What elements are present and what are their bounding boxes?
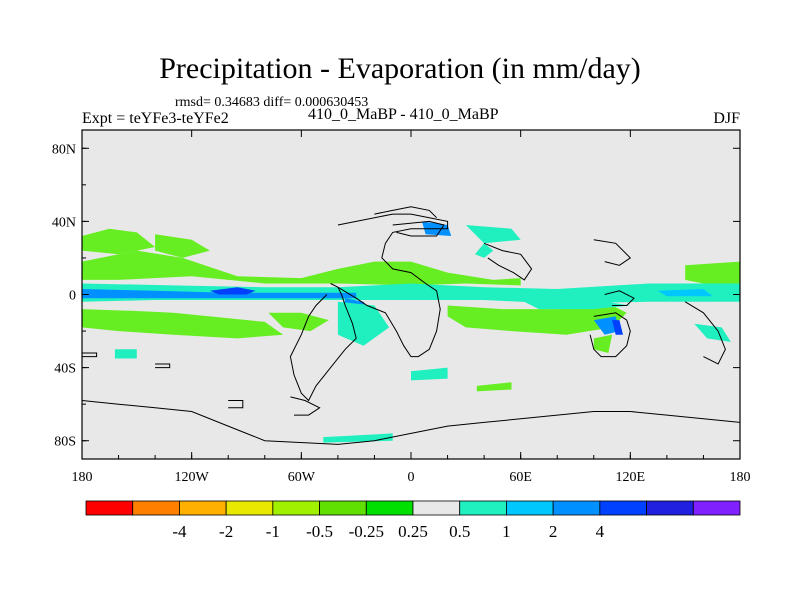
x-tick-label: 180 (730, 470, 751, 485)
region-australia-green-patch (593, 334, 613, 353)
colorbar-swatch (552, 500, 601, 516)
region-south-east-pacific-cyan-patch (694, 323, 731, 342)
axis-layer: 180 120W 60W 0 60E 120E 180 80N 40N 0 40S 80S (52, 130, 751, 485)
region-west-pacific-green-patch (685, 261, 740, 284)
colorbar-swatch (272, 500, 320, 516)
x-tick-label: 60W (288, 470, 316, 485)
region-south-indian-green-dots (476, 382, 512, 392)
case-label: 410_0_MaBP - 410_0_MaBP (308, 106, 499, 123)
coastline-south-america-outline (289, 286, 357, 402)
region-south-tropical-green-band (82, 309, 284, 339)
x-tick-label: 60E (509, 470, 532, 485)
x-tick-label: 0 (408, 470, 415, 485)
colorbar-label: -4 (172, 522, 187, 541)
region-indian-ocean-cyan-band (520, 300, 631, 310)
colorbar-swatch (646, 500, 694, 516)
region-north-africa-cyan-patch (465, 225, 521, 244)
y-tick-label: 0 (69, 289, 76, 304)
colorbar-swatch (179, 500, 227, 516)
coastline-india-arabia (483, 242, 533, 281)
coastline-pacific-east-coast (684, 301, 726, 365)
region-equatorial-dark-blue-core (209, 287, 256, 295)
region-north-west-pacific-cyan (475, 243, 494, 258)
y-tick-label: 80N (52, 142, 76, 157)
colorbar-label: -2 (219, 522, 233, 541)
x-tick-label: 120W (175, 470, 210, 485)
colorbar-swatch (365, 500, 414, 516)
region-south-pacific-cyan-patch (114, 349, 137, 359)
colorbar-swatch (132, 500, 180, 516)
colorbar-label: 4 (596, 522, 605, 541)
season-label: DJF (713, 110, 740, 127)
colorbar-label: 0.25 (398, 522, 428, 541)
coastline-east-asia (593, 239, 632, 266)
colorbar-label: -0.5 (306, 522, 333, 541)
region-north-pacific-green-patch-2 (155, 234, 210, 258)
coastline-antarctica-outline (82, 400, 740, 445)
y-tick-label: 40N (52, 215, 76, 230)
colorbar-swatch (599, 500, 647, 516)
coastline-small-island-1 (82, 352, 98, 358)
region-south-pacific-green-band-2 (268, 312, 329, 332)
x-tick-label: 120E (616, 470, 646, 485)
region-southern-cyan-patch (411, 367, 448, 381)
colorbar-swatch (85, 500, 134, 516)
coastline-greenland-like-north (392, 220, 445, 237)
colorbar-label: 2 (549, 522, 558, 541)
colorbar-label: -1 (266, 522, 280, 541)
coastline-small-island-2 (155, 363, 171, 369)
colorbar-swatch (412, 500, 461, 516)
chart-title: Precipitation - Evaporation (in mm/day) (159, 52, 641, 85)
colorbar-swatch (225, 500, 274, 516)
colorbar-swatch (459, 500, 507, 516)
region-equatorial-cyan-band (82, 283, 740, 304)
coastline-maritime-continent (604, 290, 635, 306)
coastline-antarctic-peninsula (290, 396, 321, 416)
colorbar-swatch (506, 500, 554, 516)
colorbar: -4 -2 -1 -0.5 -0.25 0.25 0.5 1 2 4 (85, 500, 741, 541)
x-tick-label: 180 (72, 470, 93, 485)
coastline-layer (82, 206, 740, 445)
region-south-atlantic-cyan-patch (337, 301, 390, 346)
experiment-label: Expt = teYFe3-teYFe2 (82, 110, 229, 127)
colorbar-label: 0.5 (449, 522, 470, 541)
y-tick-label: 80S (54, 435, 76, 450)
coastline-australia-outline (589, 312, 631, 358)
coastline-small-island-3 (228, 400, 244, 409)
colorbar-swatch (319, 500, 367, 516)
coastline-africa-outline (330, 213, 449, 358)
colorbar-label: -0.25 (349, 522, 384, 541)
colorbar-label: 1 (502, 522, 511, 541)
colorbar-swatch (692, 500, 741, 516)
stats-label: rmsd= 0.34683 diff= 0.000630453 (175, 95, 369, 110)
region-west-pacific-blue-patch (657, 289, 713, 297)
region-north-pacific-green-patch (82, 228, 156, 255)
y-tick-label: 40S (54, 362, 76, 377)
region-indian-ocean-green-band (447, 305, 627, 335)
region-maritime-dark-patch (612, 320, 623, 335)
coastline-europe-asia-north (374, 206, 437, 219)
anomaly-fill-layer (82, 221, 740, 443)
